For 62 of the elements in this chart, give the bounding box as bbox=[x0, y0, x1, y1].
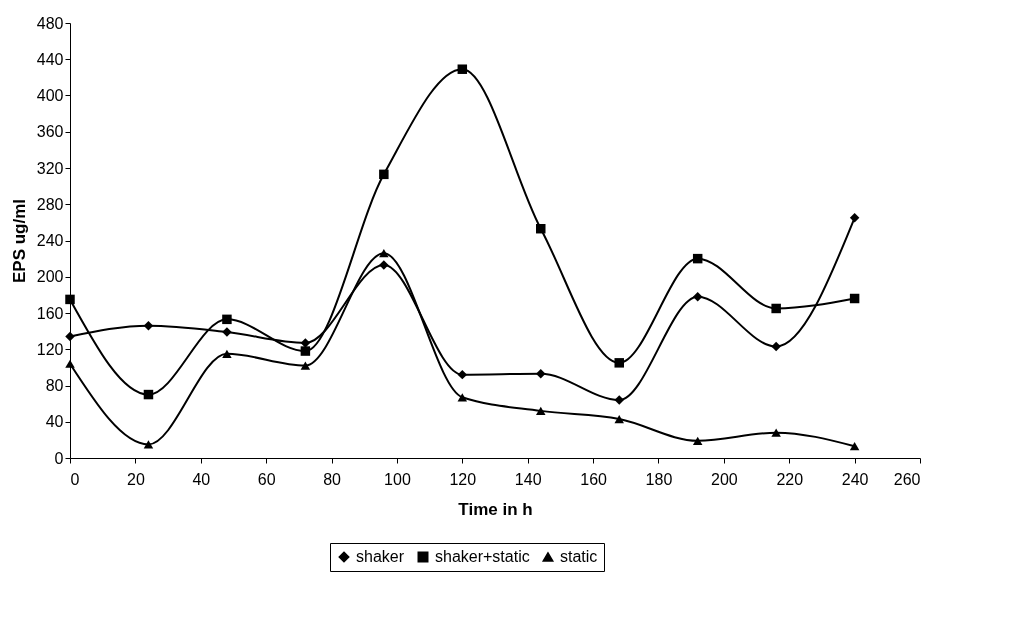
point bbox=[457, 369, 468, 380]
point bbox=[379, 169, 389, 180]
point bbox=[379, 249, 389, 258]
y-tick-label: 80 bbox=[45, 377, 64, 394]
legend-label: static bbox=[560, 548, 598, 565]
x-tick-label: 240 bbox=[841, 470, 869, 488]
y-tick-label: 320 bbox=[36, 159, 64, 177]
point bbox=[222, 349, 232, 358]
point bbox=[771, 428, 781, 437]
point bbox=[457, 64, 468, 74]
point bbox=[692, 436, 703, 445]
point bbox=[849, 213, 860, 223]
point bbox=[143, 440, 154, 449]
x-tick-label: 160 bbox=[580, 470, 608, 488]
point bbox=[849, 293, 860, 304]
x-tick-label: 60 bbox=[257, 470, 276, 488]
y-tick-label: 400 bbox=[36, 87, 64, 104]
legend-label: shaker+static bbox=[435, 548, 530, 565]
x-tick-label: 220 bbox=[776, 470, 804, 488]
point bbox=[457, 393, 468, 402]
y-tick-label: 160 bbox=[36, 304, 64, 322]
point bbox=[849, 442, 860, 451]
point bbox=[692, 253, 703, 264]
point bbox=[65, 331, 75, 342]
x-axis-title: Time in h bbox=[458, 499, 533, 519]
y-tick-label: 0 bbox=[54, 449, 64, 467]
y-tick-label: 480 bbox=[36, 14, 64, 32]
y-axis-title: EPS ug/ml bbox=[9, 198, 29, 284]
legend-label: shaker bbox=[356, 548, 405, 565]
y-tick-label: 360 bbox=[36, 123, 64, 141]
point bbox=[300, 346, 311, 356]
y-tick-label: 440 bbox=[36, 50, 64, 68]
x-tick-label: 20 bbox=[126, 470, 145, 488]
point bbox=[771, 303, 781, 314]
point bbox=[143, 320, 154, 331]
y-tick-label: 200 bbox=[36, 268, 64, 286]
point bbox=[65, 294, 75, 305]
x-tick-label: 180 bbox=[645, 470, 673, 488]
point bbox=[65, 359, 75, 368]
y-tick-label: 280 bbox=[36, 195, 64, 213]
x-tick-label: 120 bbox=[449, 470, 477, 488]
point bbox=[771, 341, 781, 352]
point bbox=[614, 414, 624, 424]
point bbox=[692, 291, 703, 302]
point bbox=[143, 389, 154, 400]
y-tick-label: 40 bbox=[45, 413, 64, 431]
point bbox=[300, 338, 311, 348]
y-tick-label: 240 bbox=[36, 232, 64, 249]
x-tick-label: 260 bbox=[893, 470, 921, 488]
point bbox=[222, 314, 232, 325]
x-tick-label: 0 bbox=[70, 470, 80, 488]
x-tick-label: 40 bbox=[192, 470, 211, 488]
point bbox=[300, 361, 311, 370]
y-tick-label: 120 bbox=[36, 340, 64, 358]
x-tick-label: 200 bbox=[710, 470, 738, 488]
point bbox=[536, 406, 546, 415]
x-tick-label: 140 bbox=[514, 470, 542, 488]
x-tick-label: 80 bbox=[323, 470, 342, 488]
x-tick-label: 100 bbox=[384, 470, 411, 488]
point bbox=[536, 368, 546, 379]
point bbox=[614, 358, 624, 368]
point bbox=[536, 223, 546, 234]
